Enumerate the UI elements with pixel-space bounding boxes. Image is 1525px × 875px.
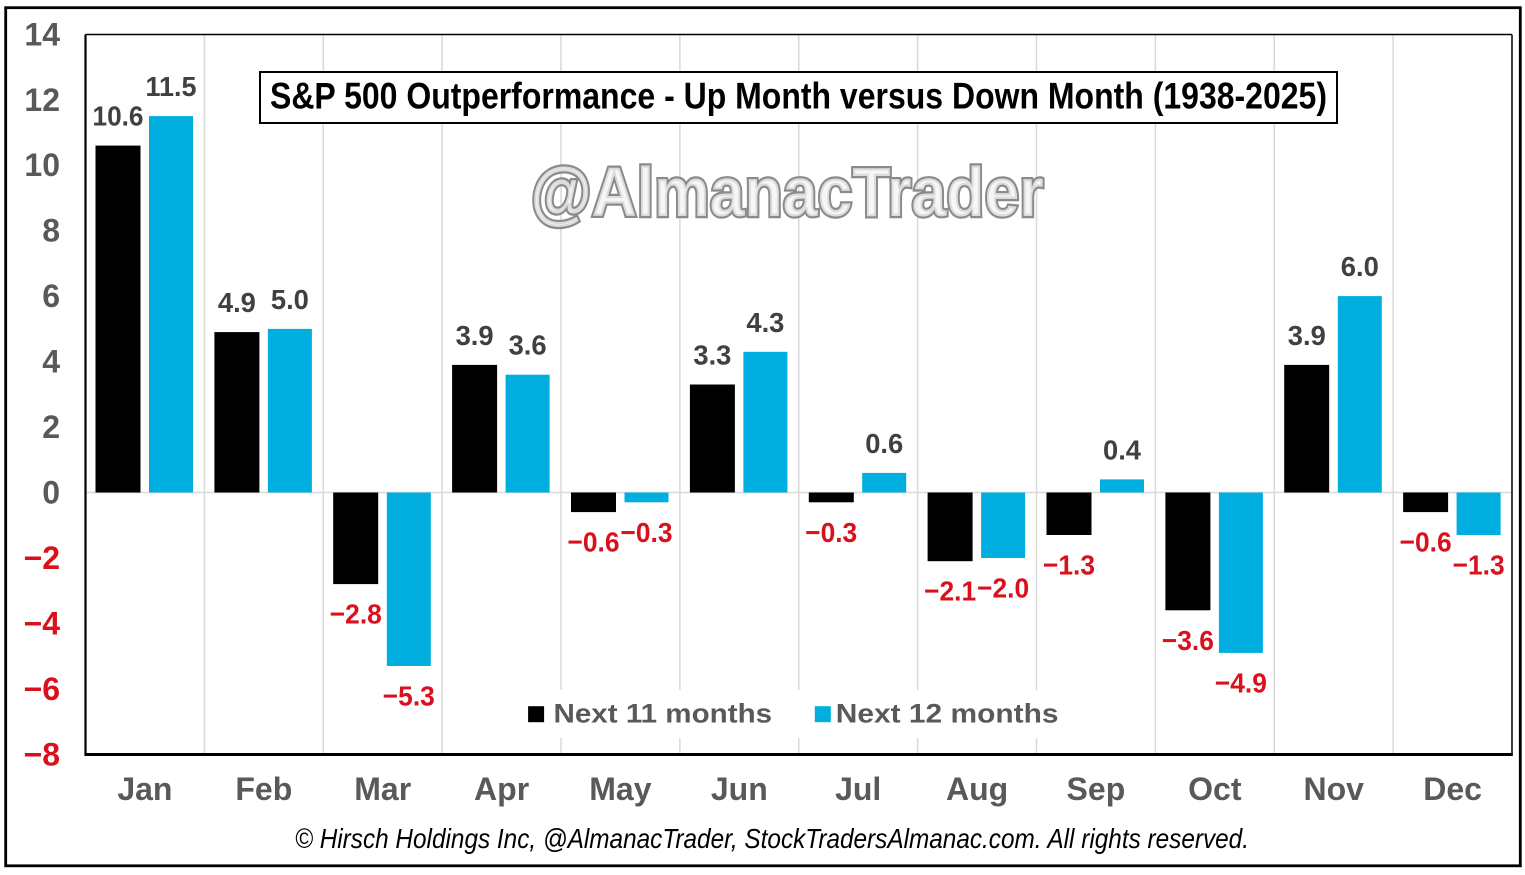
svg-text:−2.8: −2.8 [330,599,382,630]
svg-text:0.4: 0.4 [1103,434,1141,465]
svg-text:Apr: Apr [474,771,529,807]
svg-text:−6: −6 [24,671,60,707]
svg-text:−3.6: −3.6 [1162,625,1214,656]
svg-text:12: 12 [24,82,60,118]
svg-text:−2: −2 [24,540,60,576]
svg-text:3.3: 3.3 [693,340,731,371]
svg-text:−4.9: −4.9 [1215,667,1267,698]
svg-text:10: 10 [24,147,60,183]
svg-text:May: May [589,771,651,807]
svg-text:−0.3: −0.3 [621,517,673,548]
svg-text:Jan: Jan [117,771,172,807]
svg-text:3.9: 3.9 [1288,320,1326,351]
svg-text:−8: −8 [24,736,60,772]
svg-text:−2.1: −2.1 [924,576,976,607]
svg-text:10.6: 10.6 [93,101,144,132]
svg-text:6.0: 6.0 [1341,251,1379,282]
svg-text:6: 6 [42,278,60,314]
svg-text:−0.6: −0.6 [1400,527,1452,558]
svg-text:4: 4 [42,344,60,380]
svg-text:0: 0 [42,475,60,511]
svg-text:−2.0: −2.0 [977,573,1029,604]
svg-text:−0.3: −0.3 [805,517,857,548]
svg-text:11.5: 11.5 [146,71,197,102]
svg-text:Jul: Jul [835,771,881,807]
svg-text:−1.3: −1.3 [1043,550,1095,581]
svg-text:Jun: Jun [711,771,768,807]
svg-text:Sep: Sep [1067,771,1126,807]
svg-text:© Hirsch Holdings Inc, @Almana: © Hirsch Holdings Inc, @AlmanacTrader, S… [295,823,1249,854]
svg-text:2: 2 [42,409,60,445]
svg-text:3.9: 3.9 [456,320,494,351]
svg-text:0.6: 0.6 [865,428,903,459]
svg-text:3.6: 3.6 [509,330,547,361]
svg-text:Oct: Oct [1188,771,1242,807]
svg-text:S&P 500 Outperformance - Up Mo: S&P 500 Outperformance - Up Month versus… [270,76,1327,117]
svg-text:Aug: Aug [946,771,1008,807]
svg-text:Nov: Nov [1303,771,1364,807]
svg-text:−5.3: −5.3 [383,681,435,712]
svg-text:14: 14 [24,16,60,52]
svg-text:−4: −4 [24,605,61,641]
svg-text:8: 8 [42,213,60,249]
svg-text:4.9: 4.9 [218,287,256,318]
svg-text:Dec: Dec [1423,771,1482,807]
svg-text:−1.3: −1.3 [1453,550,1505,581]
svg-text:Next 12 months: Next 12 months [836,698,1059,728]
svg-text:Mar: Mar [354,771,411,807]
svg-text:4.3: 4.3 [746,307,784,338]
svg-text:Feb: Feb [235,771,292,807]
svg-text:−0.6: −0.6 [568,527,620,558]
svg-text:Next 11 months: Next 11 months [554,698,773,728]
svg-text:@AlmanacTrader: @AlmanacTrader [531,153,1044,231]
svg-text:5.0: 5.0 [271,284,309,315]
